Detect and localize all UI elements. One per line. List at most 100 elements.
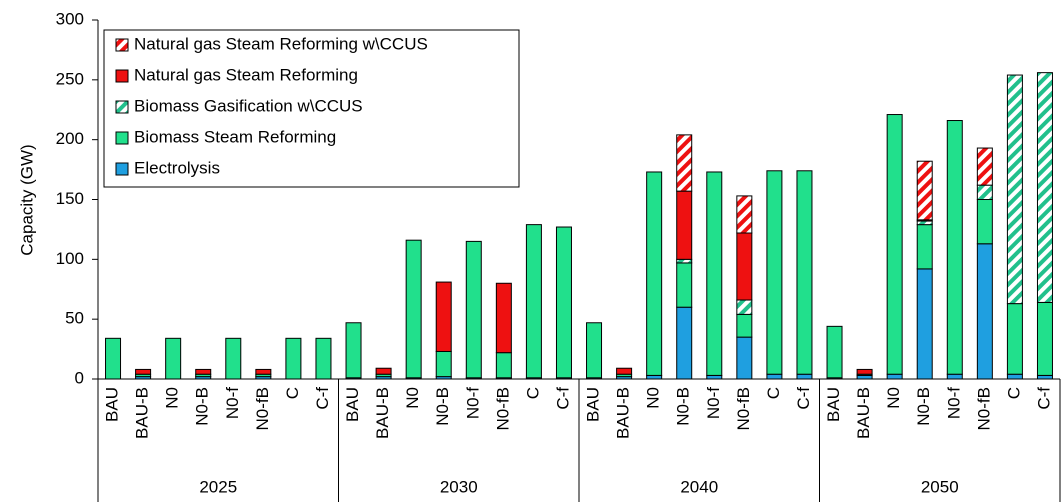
y-tick-label: 200 xyxy=(56,129,84,148)
x-tick-label: N0-f xyxy=(704,387,723,419)
bar-segment xyxy=(435,350,452,378)
bar-segment xyxy=(916,224,933,270)
bar-segment xyxy=(225,337,242,380)
bar-segment xyxy=(676,190,693,260)
bar-segment xyxy=(886,373,903,380)
bar-segment xyxy=(916,160,933,221)
bar-segment xyxy=(856,374,873,380)
x-tick-label: N0-f xyxy=(944,387,963,419)
bar-segment xyxy=(676,258,693,264)
y-tick-label: 150 xyxy=(56,189,84,208)
bar-segment xyxy=(796,373,813,380)
bar-segment xyxy=(345,322,362,379)
bar-segment xyxy=(646,374,663,380)
bar-segment xyxy=(706,374,723,380)
bar-segment xyxy=(976,243,993,380)
group-label: 2030 xyxy=(440,477,478,496)
x-tick-label: N0-f xyxy=(463,387,482,419)
bar-segment xyxy=(946,120,963,375)
legend-swatch xyxy=(115,162,129,176)
bar-segment xyxy=(495,282,512,354)
x-tick-label: N0 xyxy=(403,387,422,409)
x-tick-label: BAU-B xyxy=(133,387,152,439)
bar-segment xyxy=(976,147,993,186)
bar-segment xyxy=(736,299,753,315)
bar-segment xyxy=(165,337,182,380)
bar-segment xyxy=(826,325,843,379)
bar-segment xyxy=(555,226,572,379)
legend-label: Biomass Steam Reforming xyxy=(134,127,336,146)
x-tick-label: N0-fB xyxy=(734,387,753,430)
legend-swatch xyxy=(115,69,129,83)
y-tick-label: 100 xyxy=(56,249,84,268)
x-tick-label: N0-fB xyxy=(493,387,512,430)
x-tick-label: N0 xyxy=(163,387,182,409)
bar-segment xyxy=(886,114,903,375)
bar-segment xyxy=(736,313,753,338)
bar-segment xyxy=(465,240,482,379)
x-tick-label: N0-B xyxy=(914,387,933,426)
y-tick-label: 300 xyxy=(56,9,84,28)
bar-segment xyxy=(676,262,693,308)
bar-segment xyxy=(856,368,873,375)
legend-swatch xyxy=(115,38,129,52)
x-tick-label: BAU xyxy=(824,387,843,422)
bar-segment xyxy=(135,368,152,375)
y-tick-label: 50 xyxy=(65,309,84,328)
x-tick-label: C-f xyxy=(313,387,332,410)
legend-label: Natural gas Steam Reforming w\CCUS xyxy=(134,34,428,53)
bar-segment xyxy=(255,368,272,375)
bar-segment xyxy=(766,170,783,375)
bar-segment xyxy=(736,336,753,380)
x-tick-label: BAU-B xyxy=(614,387,633,439)
y-axis-label: Capacity (GW) xyxy=(17,144,36,255)
bar-segment xyxy=(195,368,212,375)
legend-label: Natural gas Steam Reforming xyxy=(134,65,358,84)
bar-segment xyxy=(1006,303,1023,375)
x-tick-label: BAU xyxy=(103,387,122,422)
x-tick-label: C xyxy=(523,387,542,399)
x-tick-label: BAU xyxy=(343,387,362,422)
bar-segment xyxy=(976,184,993,200)
x-tick-label: C xyxy=(1004,387,1023,399)
legend-label: Biomass Gasification w\CCUS xyxy=(134,96,363,115)
x-tick-label: N0 xyxy=(884,387,903,409)
bar-segment xyxy=(105,337,122,380)
x-tick-label: C xyxy=(764,387,783,399)
bar-segment xyxy=(676,134,693,192)
bar-segment xyxy=(1036,374,1053,380)
bar-segment xyxy=(976,199,993,245)
x-tick-label: N0 xyxy=(644,387,663,409)
legend-label: Electrolysis xyxy=(134,158,220,177)
bar-segment xyxy=(435,281,452,352)
legend-box xyxy=(103,29,520,188)
x-tick-label: BAU-B xyxy=(854,387,873,439)
bar-segment xyxy=(525,224,542,379)
bar-segment xyxy=(586,322,603,379)
bar-segment xyxy=(315,337,332,380)
bar-segment xyxy=(1036,301,1053,376)
bar-segment xyxy=(405,239,422,379)
x-tick-label: C xyxy=(283,387,302,399)
group-label: 2040 xyxy=(680,477,718,496)
bar-segment xyxy=(916,268,933,380)
bar-segment xyxy=(916,220,933,226)
bar-segment xyxy=(375,367,392,375)
group-label: 2025 xyxy=(199,477,237,496)
bar-segment xyxy=(495,352,512,379)
x-tick-label: C-f xyxy=(794,387,813,410)
bar-segment xyxy=(736,195,753,234)
bar-segment xyxy=(676,306,693,380)
x-tick-label: C-f xyxy=(1034,387,1053,410)
group-label: 2050 xyxy=(921,477,959,496)
x-tick-label: N0-fB xyxy=(974,387,993,430)
y-tick-label: 0 xyxy=(75,368,84,387)
bar-segment xyxy=(646,171,663,376)
bar-segment xyxy=(1036,72,1053,303)
x-tick-label: C-f xyxy=(553,387,572,410)
bar-segment xyxy=(946,373,963,380)
bar-segment xyxy=(766,373,783,380)
bar-segment xyxy=(1006,74,1023,305)
bar-segment xyxy=(796,170,813,375)
